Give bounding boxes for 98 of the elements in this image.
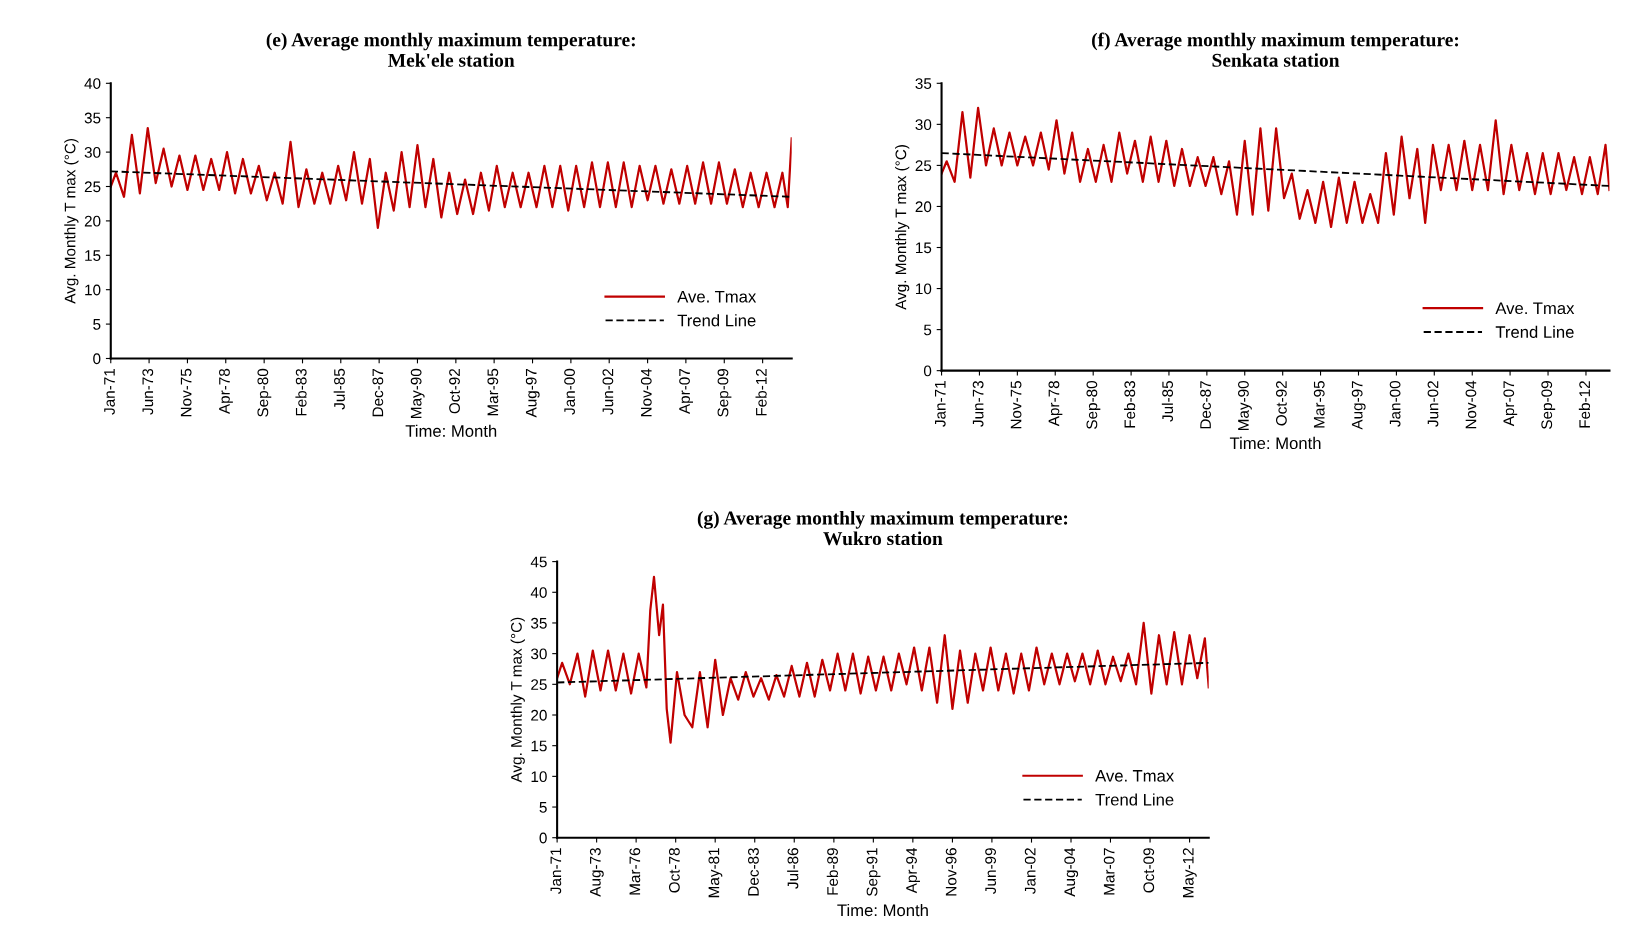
- chart-title: (g) Average monthly maximum temperature: Wukro station: [697, 510, 1068, 546]
- x-tick-label: Aug-97: [525, 368, 540, 418]
- y-axis-title: Avg. Monthly T max (°C): [64, 138, 79, 304]
- line-series: [110, 126, 792, 229]
- y-tick-label: 5: [93, 319, 101, 330]
- x-axis-title: Time: Month: [837, 903, 928, 917]
- x-tick-label: Jan-71: [104, 368, 115, 415]
- x-tick-label: May-12: [1182, 848, 1197, 898]
- x-tick-label: May-81: [708, 848, 723, 898]
- x-tick-label: Dec-83: [748, 848, 759, 896]
- y-tick-label: 25: [531, 679, 547, 691]
- y-tick-label: 30: [84, 146, 101, 158]
- x-tick-label: Jan-00: [1389, 380, 1401, 427]
- x-tick-label: Dec-87: [372, 368, 384, 417]
- x-tick-label: Jun-02: [602, 368, 614, 415]
- x-tick-label: Jul-85: [333, 368, 345, 410]
- y-tick-label: 40: [530, 587, 547, 598]
- x-tick-label: Sep-91: [866, 848, 881, 897]
- legend-label: Ave. Tmax: [1495, 302, 1575, 315]
- x-tick-label: Jan-02: [1024, 848, 1036, 894]
- y-tick-label: 35: [915, 78, 932, 89]
- x-tick-label: Feb-12: [1578, 381, 1591, 428]
- x-tick-label: Jan-71: [550, 848, 562, 894]
- x-tick-label: Apr-94: [906, 847, 920, 894]
- x-tick-label: Jun-02: [1427, 381, 1439, 427]
- x-tick-label: Feb-83: [295, 368, 307, 416]
- x-tick-label: Sep-09: [1541, 381, 1556, 429]
- x-tick-label: Aug-73: [589, 848, 604, 897]
- x-tick-label: Apr-07: [1503, 381, 1518, 427]
- x-tick-label: Apr-78: [1048, 381, 1063, 427]
- x-tick-label: Oct-92: [449, 368, 460, 414]
- x-tick-label: May-90: [410, 368, 425, 418]
- y-tick-label: 30: [530, 648, 547, 660]
- chart-title: (e) Average monthly maximum temperature: Mek'ele station: [266, 32, 635, 67]
- x-tick-label: Nov-75: [180, 368, 192, 417]
- x-tick-label: Feb-83: [1123, 381, 1136, 428]
- x-tick-label: Aug-04: [1064, 847, 1079, 897]
- chart-title: (f) Average monthly maximum temperature: Senkata station: [1092, 32, 1459, 67]
- y-tick-label: 10: [85, 284, 101, 296]
- y-tick-label: 5: [539, 802, 547, 813]
- x-tick-label: Oct-09: [1143, 848, 1155, 893]
- x-tick-label: Jan-00: [564, 368, 575, 415]
- x-axis-title: Time: Month: [1229, 436, 1321, 450]
- x-tick-label: Oct-92: [1275, 381, 1287, 426]
- x-tick-label: Apr-78: [219, 368, 233, 415]
- x-tick-label: Feb-89: [826, 848, 838, 895]
- x-tick-label: Jun-99: [985, 848, 997, 894]
- x-tick-label: Sep-80: [1086, 380, 1101, 429]
- y-tick-label: 15: [916, 242, 932, 254]
- x-tick-label: Aug-97: [1351, 381, 1366, 430]
- x-tick-label: Jan-71: [935, 381, 946, 427]
- legend-label: Trend Line: [1495, 325, 1574, 338]
- x-tick-label: Dec-87: [1200, 381, 1211, 429]
- x-tick-label: Nov-75: [1010, 381, 1022, 429]
- x-tick-label: Mar-76: [629, 848, 641, 895]
- y-tick-label: 0: [923, 365, 932, 377]
- y-tick-label: 20: [915, 201, 932, 213]
- y-tick-label: 20: [84, 215, 101, 227]
- y-tick-label: 20: [531, 709, 547, 721]
- x-tick-label: Nov-04: [1465, 380, 1477, 429]
- x-tick-label: Mar-95: [1313, 381, 1325, 428]
- y-axis-title: Avg. Monthly T max (°C): [510, 617, 525, 783]
- y-axis-title: Avg. Monthly T max (°C): [895, 145, 910, 310]
- y-tick-label: 10: [531, 771, 547, 783]
- x-tick-label: Apr-07: [679, 368, 693, 415]
- y-tick-label: 35: [530, 617, 547, 629]
- x-tick-label: Jun-73: [972, 381, 984, 427]
- x-tick-label: Feb-12: [755, 368, 767, 416]
- x-tick-label: Jul-85: [1161, 381, 1174, 422]
- y-tick-label: 10: [916, 283, 932, 295]
- x-tick-label: Sep-09: [717, 368, 732, 417]
- y-tick-label: 35: [84, 112, 101, 124]
- y-tick-label: 15: [531, 740, 547, 752]
- x-axis-title: Time: Month: [405, 424, 497, 437]
- y-tick-label: 0: [539, 832, 547, 844]
- x-tick-label: May-90: [1238, 380, 1252, 431]
- y-tick-label: 30: [915, 119, 932, 131]
- line-series: [557, 575, 1209, 744]
- legend-label: Trend Line: [677, 314, 756, 327]
- x-tick-label: Mar-95: [487, 368, 499, 416]
- x-tick-label: Sep-80: [257, 368, 272, 417]
- legend-label: Ave. Tmax: [1095, 770, 1174, 782]
- x-tick-label: Oct-78: [668, 848, 680, 893]
- x-tick-label: Nov-96: [945, 848, 957, 896]
- line-series: [941, 106, 1610, 229]
- y-tick-label: 25: [84, 181, 101, 193]
- legend-label: Ave. Tmax: [677, 290, 757, 303]
- y-tick-label: 25: [915, 160, 932, 172]
- legend-label: Trend Line: [1095, 793, 1174, 806]
- y-tick-label: 45: [530, 556, 547, 568]
- x-tick-label: Jul-86: [787, 848, 799, 889]
- y-tick-label: 40: [84, 78, 101, 89]
- x-tick-label: Jun-73: [142, 368, 154, 415]
- y-tick-label: 15: [85, 250, 101, 261]
- x-tick-label: Nov-04: [640, 368, 652, 417]
- y-tick-label: 0: [93, 353, 101, 365]
- y-tick-label: 5: [923, 324, 932, 336]
- x-tick-label: Mar-07: [1103, 848, 1115, 895]
